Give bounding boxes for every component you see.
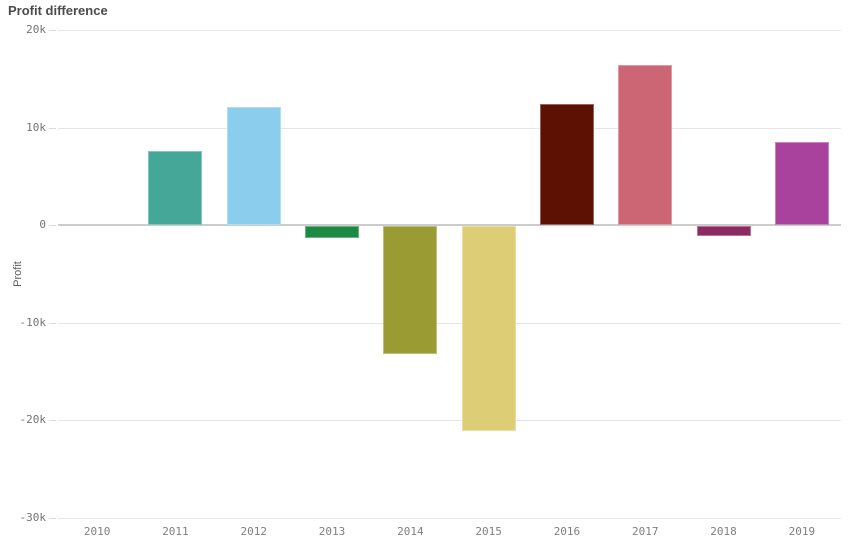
y-tick-label: 10k <box>26 120 46 134</box>
x-tick-label-2011: 2011 <box>162 525 189 538</box>
bar-2015[interactable] <box>461 226 516 432</box>
y-tick-label: -20k <box>19 413 47 427</box>
y-tick-label: 20k <box>26 23 46 36</box>
x-tick-label-2015: 2015 <box>475 525 502 538</box>
y-tick-mark <box>49 30 56 31</box>
y-tick-mark <box>49 518 56 519</box>
gridline <box>58 322 841 324</box>
y-tick-mark <box>49 322 56 324</box>
bar-2016[interactable] <box>539 104 594 226</box>
y-tick-label: 0 <box>39 218 46 232</box>
x-tick-label-2017: 2017 <box>632 525 659 538</box>
y-axis-title: Profit <box>11 261 24 287</box>
bar-2013[interactable] <box>305 226 360 238</box>
bar-2017[interactable] <box>618 65 673 226</box>
x-tick-label-2012: 2012 <box>240 525 268 538</box>
y-tick-label: -10k <box>19 315 47 329</box>
bar-2014[interactable] <box>383 226 438 355</box>
bar-2012[interactable] <box>226 107 281 226</box>
y-tick-label: -30k <box>19 511 47 524</box>
chart-title: Profit difference <box>8 3 108 18</box>
bar-2011[interactable] <box>148 151 203 226</box>
y-tick-mark <box>49 225 56 227</box>
bar-2019[interactable] <box>774 142 829 226</box>
gridline <box>58 420 841 422</box>
bar-2018[interactable] <box>696 226 751 236</box>
y-tick-mark <box>49 127 56 129</box>
x-tick-label-2014: 2014 <box>397 525 424 538</box>
gridline <box>58 30 841 31</box>
x-tick-label-2018: 2018 <box>710 525 737 538</box>
y-tick-mark <box>49 420 56 422</box>
gridline <box>58 518 841 519</box>
zero-gridline <box>58 224 841 227</box>
x-tick-label-2013: 2013 <box>318 525 346 538</box>
x-tick-label-2010: 2010 <box>83 525 111 538</box>
x-tick-label-2016: 2016 <box>553 525 581 538</box>
plot-area <box>58 30 841 519</box>
gridline <box>58 127 841 129</box>
x-tick-label-2019: 2019 <box>788 525 816 538</box>
